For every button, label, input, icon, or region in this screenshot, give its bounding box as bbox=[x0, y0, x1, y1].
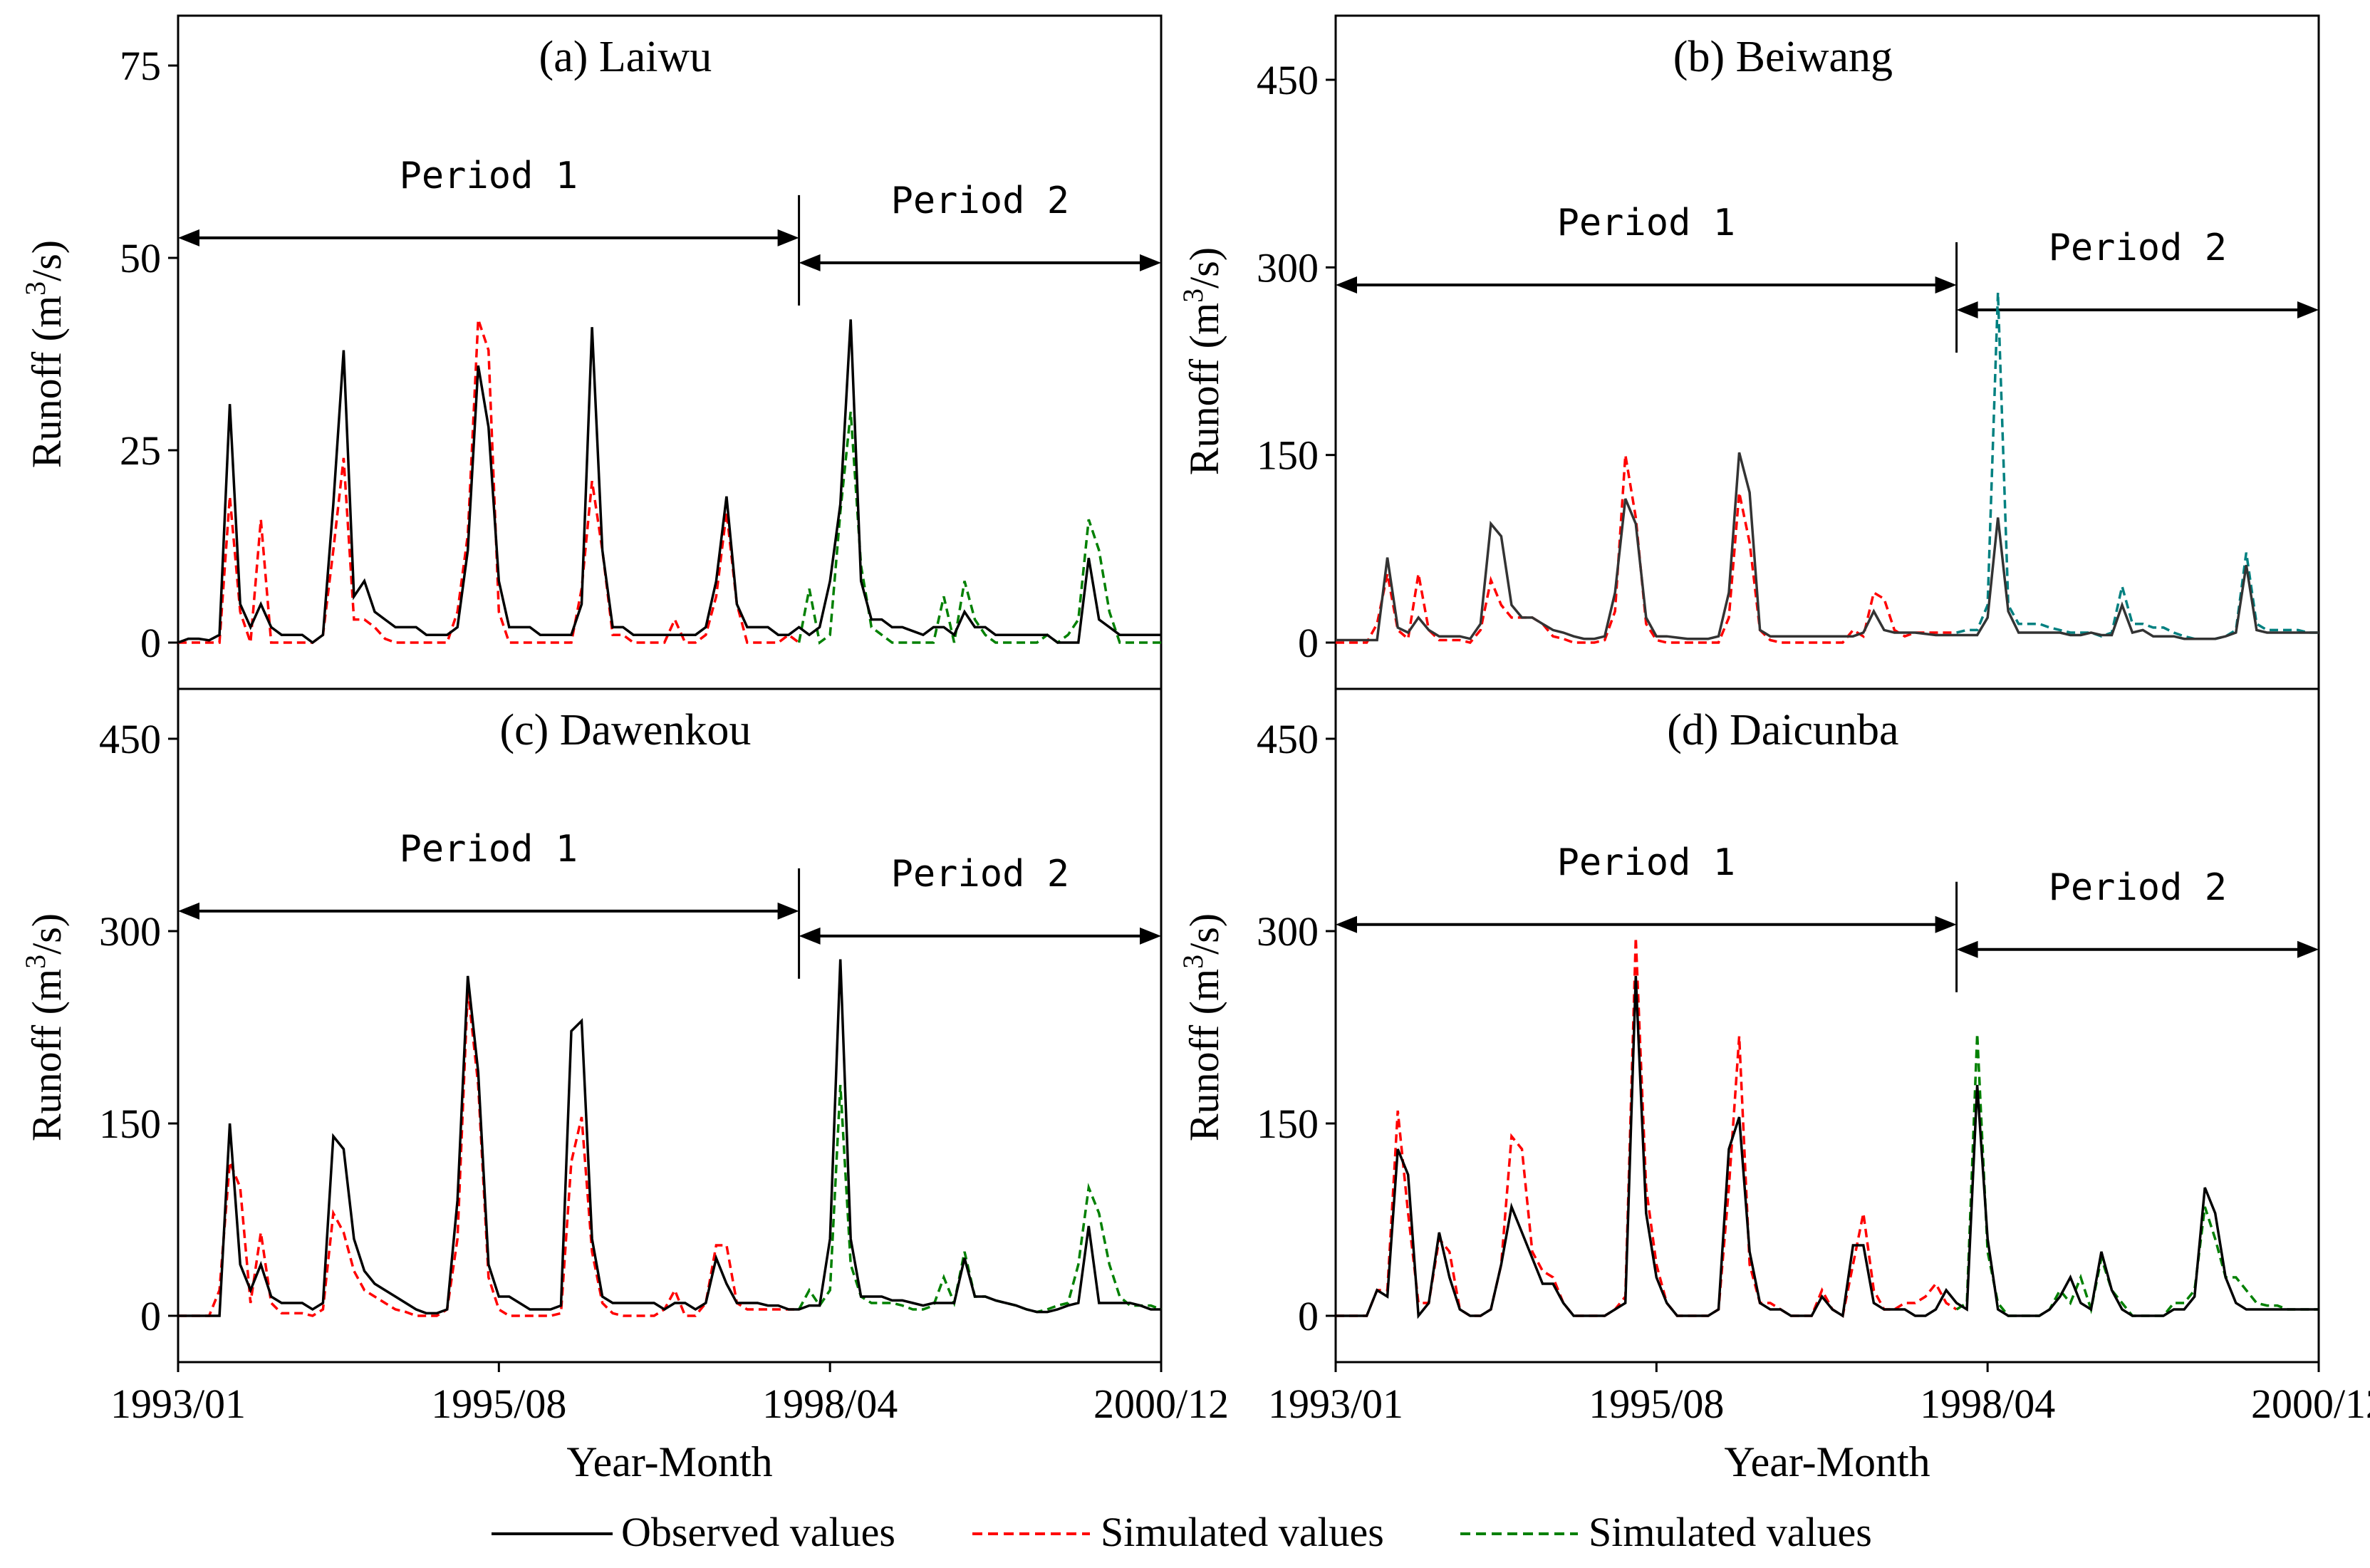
y-tick-label: 25 bbox=[120, 427, 161, 474]
panel-daicunba: 0 150 300 450 Runoff (m3/s) (d) Daicunba 1993/… bbox=[1177, 687, 2370, 1485]
period1-label: Period 1 bbox=[400, 828, 578, 871]
y-tick-label: 300 bbox=[1257, 244, 1319, 291]
period1-label: Period 1 bbox=[400, 155, 578, 197]
series-simulated-period1 bbox=[178, 318, 800, 644]
series-simulated-period1 bbox=[178, 988, 799, 1317]
period1-arrow-head-right bbox=[1935, 276, 1957, 294]
y-tick-label: 150 bbox=[99, 1101, 161, 1147]
panel-title: (d) Daicunba bbox=[1667, 706, 1898, 754]
y-tick-label: 0 bbox=[140, 1293, 161, 1339]
series-simulated-period2 bbox=[798, 1084, 1162, 1314]
panel-title: (c) Dawenkou bbox=[499, 706, 751, 754]
period2-label: Period 2 bbox=[891, 180, 1069, 222]
y-axis-label: Runoff (m3/s) bbox=[19, 913, 71, 1141]
period2-label: Period 2 bbox=[891, 853, 1069, 895]
legend-label-observed: Observed values bbox=[621, 1509, 895, 1555]
series-observed bbox=[1336, 975, 2319, 1319]
series-observed bbox=[1336, 452, 2319, 642]
y-tick-label: 0 bbox=[140, 620, 161, 666]
y-tick-label: 0 bbox=[1298, 1293, 1319, 1339]
panel-dawenkou: 0 150 300 450 Runoff (m3/s) (c) Dawenkou 1993/… bbox=[19, 687, 1229, 1485]
panel-title: (a) Laiwu bbox=[539, 33, 712, 81]
x-tick-label: 1993/01 bbox=[1268, 1381, 1403, 1427]
period2-label: Period 2 bbox=[2049, 227, 2227, 269]
period2-arrow-head-left bbox=[799, 254, 821, 271]
x-tick-label: 2000/12 bbox=[2251, 1381, 2370, 1427]
period1-arrow-head-left bbox=[178, 229, 199, 246]
x-tick-label: 1998/04 bbox=[1920, 1381, 2055, 1427]
y-tick-label: 300 bbox=[99, 908, 161, 955]
x-axis-label: Year-Month bbox=[1724, 1438, 1930, 1485]
series-simulated-period2 bbox=[797, 411, 1161, 645]
y-tick-label: 450 bbox=[1257, 57, 1319, 103]
period2-arrow-head-right bbox=[2297, 940, 2319, 958]
series-observed bbox=[178, 959, 1161, 1317]
period2-arrow-head-left bbox=[1956, 301, 1978, 318]
legend-label-simulated-green: Simulated values bbox=[1589, 1509, 1872, 1555]
period2-arrow-head-right bbox=[1140, 254, 1161, 271]
period1-arrow-head-right bbox=[777, 902, 799, 920]
panel-beiwang: 0 150 300 450 Runoff (m3/s) (b) Beiwang Period… bbox=[1177, 14, 2320, 690]
series-simulated-period1 bbox=[1336, 455, 1957, 644]
series-observed bbox=[177, 319, 1161, 645]
y-tick-label: 150 bbox=[1257, 432, 1319, 479]
x-tick-label: 1995/08 bbox=[1589, 1381, 1724, 1427]
y-tick-label: 75 bbox=[120, 43, 161, 89]
y-tick-label: 300 bbox=[1257, 908, 1319, 955]
series-simulated-period1 bbox=[1336, 937, 1958, 1318]
y-axis-label: Runoff (m3/s) bbox=[1177, 247, 1228, 475]
y-tick-label: 150 bbox=[1257, 1101, 1319, 1147]
y-tick-label: 450 bbox=[99, 716, 161, 762]
y-tick-label: 0 bbox=[1298, 620, 1319, 666]
legend-label-simulated-red: Simulated values bbox=[1101, 1509, 1384, 1555]
series-simulated-period2 bbox=[1956, 292, 2319, 640]
x-tick-label: 1993/01 bbox=[110, 1381, 246, 1427]
y-axis-label: Runoff (m3/s) bbox=[19, 240, 71, 468]
series-simulated-period2 bbox=[1955, 1033, 2319, 1317]
period1-arrow-head-right bbox=[777, 229, 799, 246]
y-tick-label: 50 bbox=[120, 235, 161, 281]
plot-frame bbox=[1334, 687, 2320, 1364]
period1-arrow-head-left bbox=[1336, 915, 1357, 933]
period1-arrow-head-left bbox=[1336, 276, 1357, 294]
period2-arrow-head-left bbox=[799, 927, 821, 945]
legend: Observed values Simulated values Simulat… bbox=[492, 1509, 1872, 1555]
period1-label: Period 1 bbox=[1557, 841, 1735, 884]
period2-arrow-head-right bbox=[1140, 927, 1161, 945]
period2-label: Period 2 bbox=[2049, 866, 2227, 909]
period2-arrow-head-left bbox=[1956, 940, 1978, 958]
x-axis-label: Year-Month bbox=[566, 1438, 772, 1485]
panel-laiwu: 0 25 50 75 Runoff (m3/s) (a) Laiwu Period 1 Per… bbox=[19, 14, 1163, 690]
x-tick-label: 1998/04 bbox=[762, 1381, 898, 1427]
plot-frame bbox=[177, 687, 1163, 1364]
y-tick-label: 450 bbox=[1257, 716, 1319, 762]
y-axis-label: Runoff (m3/s) bbox=[1177, 913, 1228, 1141]
x-tick-label: 1995/08 bbox=[431, 1381, 566, 1427]
period1-arrow-head-right bbox=[1935, 915, 1957, 933]
period2-arrow-head-right bbox=[2297, 301, 2319, 318]
x-tick-label: 2000/12 bbox=[1093, 1381, 1229, 1427]
period1-label: Period 1 bbox=[1557, 202, 1735, 244]
period1-arrow-head-left bbox=[178, 902, 199, 920]
panel-title: (b) Beiwang bbox=[1673, 33, 1893, 81]
